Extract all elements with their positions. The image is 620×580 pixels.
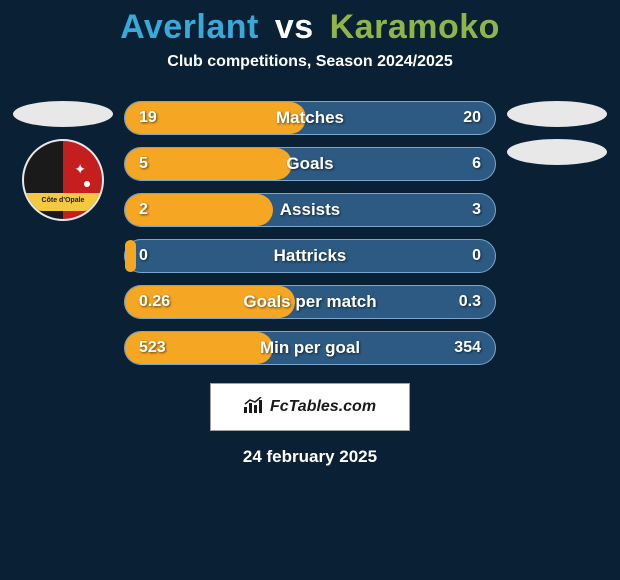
player2-name: Karamoko [330,8,500,46]
stat-label: Goals [286,154,333,174]
page-title: Averlant vs Karamoko [0,0,620,47]
stat-label: Assists [280,200,340,220]
player2-club-silhouette [507,139,607,165]
source-brand: FcTables.com [270,398,376,416]
stat-bar: 2 Assists 3 [124,193,496,227]
stat-value-right: 3 [472,201,481,219]
stat-label: Min per goal [260,338,360,358]
stat-value-left: 2 [139,201,148,219]
stat-value-right: 6 [472,155,481,173]
stat-value-right: 20 [463,109,481,127]
subtitle: Club competitions, Season 2024/2025 [0,53,620,71]
stat-label: Hattricks [274,246,347,266]
crest-star-icon: ✦ [74,161,86,178]
stat-value-left: 523 [139,339,166,357]
stat-value-right: 0.3 [459,293,481,311]
stat-value-left: 5 [139,155,148,173]
stat-label: Matches [276,108,344,128]
chart-icon [244,397,264,418]
stats-bars: 19 Matches 20 5 Goals 6 2 Assists 3 0 Hattricks 0 0.… [118,101,502,365]
stat-value-left: 0.26 [139,293,170,311]
stat-bar: 523 Min per goal 354 [124,331,496,365]
stat-value-right: 354 [454,339,481,357]
player2-silhouette [507,101,607,127]
stat-bar: 0 Hattricks 0 [124,239,496,273]
comparison-content: ✦ Côte d'Opale 19 Matches 20 5 Goals 6 2 Assist… [0,101,620,365]
stat-bar: 5 Goals 6 [124,147,496,181]
stat-value-right: 0 [472,247,481,265]
player1-name: Averlant [120,8,259,46]
source-badge[interactable]: FcTables.com [210,383,410,431]
date-label: 24 february 2025 [0,447,620,467]
stat-bar: 19 Matches 20 [124,101,496,135]
stat-value-left: 19 [139,109,157,127]
bar-fill [125,240,136,272]
stat-label: Goals per match [243,292,376,312]
stat-bar: 0.26 Goals per match 0.3 [124,285,496,319]
player1-club-crest: ✦ Côte d'Opale [22,139,104,221]
crest-ball-icon [84,181,90,187]
stat-value-left: 0 [139,247,148,265]
vs-separator: vs [275,8,314,46]
right-player-column [502,101,612,365]
player1-silhouette [13,101,113,127]
bar-fill [125,148,292,180]
left-player-column: ✦ Côte d'Opale [8,101,118,365]
crest-band-text: Côte d'Opale [24,193,102,211]
